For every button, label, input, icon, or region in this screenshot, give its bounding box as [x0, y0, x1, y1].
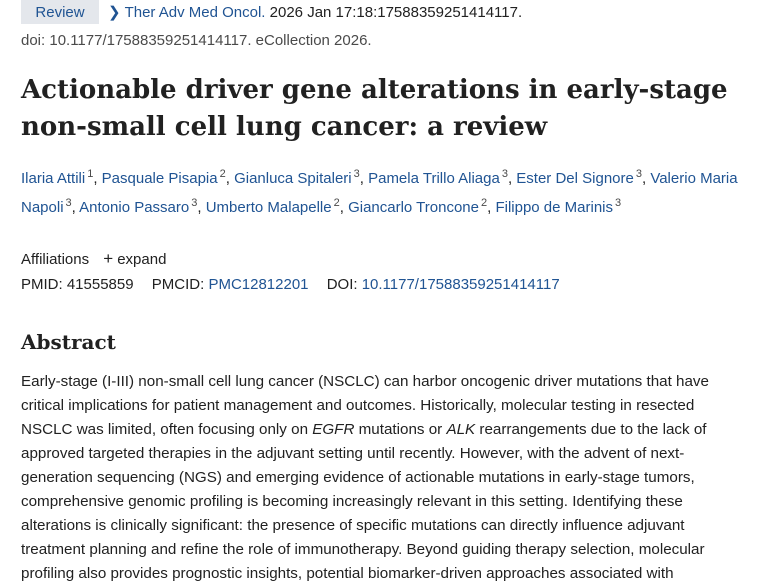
affiliation-number[interactable]: 2: [333, 197, 340, 209]
affiliation-number[interactable]: 2: [219, 168, 226, 180]
author-link[interactable]: Pasquale Pisapia: [101, 170, 218, 187]
doi-line: doi: 10.1177/17588359251414117. eCollect…: [21, 32, 372, 49]
doi-label: DOI:: [326, 276, 358, 293]
article-title: Actionable driver gene alterations in ea…: [21, 75, 728, 142]
author-separator: ,: [507, 170, 517, 187]
chevron-right-icon: ❯: [108, 4, 121, 21]
pmcid-label: PMCID:: [151, 276, 205, 293]
affiliation-number[interactable]: 1: [87, 168, 94, 180]
author-separator: ,: [225, 170, 235, 187]
author-link[interactable]: Giancarlo Troncone: [348, 199, 479, 216]
affiliation-number[interactable]: 3: [635, 168, 642, 180]
author-link[interactable]: Antonio Passaro: [79, 199, 190, 216]
journal-link[interactable]: Ther Adv Med Oncol.: [124, 4, 266, 21]
gene-alk: ALK: [446, 421, 476, 438]
affiliation-number[interactable]: 3: [615, 197, 622, 209]
affiliation-number[interactable]: 3: [191, 197, 198, 209]
expand-label: expand: [117, 251, 167, 268]
expand-affiliations-button[interactable]: + expand: [103, 249, 167, 268]
author-link[interactable]: Ilaria Attili: [21, 170, 86, 187]
affiliation-number[interactable]: 3: [501, 168, 508, 180]
affiliations-row: Affiliations + expand: [21, 249, 166, 269]
doi-link[interactable]: 10.1177/17588359251414117: [361, 276, 560, 293]
author-separator: ,: [359, 170, 369, 187]
author-separator: ,: [339, 199, 349, 216]
abstract-heading: Abstract: [21, 330, 116, 354]
identifiers-row: PMID: 41555859 PMCID: PMC12812201 DOI: 1…: [21, 276, 560, 293]
abstract-text: Early-stage (I-III) non-small cell lung …: [21, 373, 709, 582]
plus-icon: +: [103, 249, 114, 268]
author-separator: ,: [71, 199, 80, 216]
author-separator: ,: [487, 199, 496, 216]
author-list: Ilaria Attili 1, Pasquale Pisapia 2, Gianl…: [21, 162, 741, 220]
author-link[interactable]: Ester Del Signore: [516, 170, 634, 187]
author-separator: ,: [93, 170, 102, 187]
affiliations-label: Affiliations: [21, 251, 90, 268]
author-link[interactable]: Pamela Trillo Aliaga: [368, 170, 500, 187]
pmid-label: PMID:: [21, 276, 63, 293]
review-badge: Review: [21, 0, 99, 24]
gene-egfr: EGFR: [312, 421, 355, 438]
journal-citation: ❯ Ther Adv Med Oncol. 2026 Jan 17:18:1758…: [108, 3, 522, 21]
affiliation-number[interactable]: 3: [65, 197, 72, 209]
author-separator: ,: [641, 170, 651, 187]
pmcid-link[interactable]: PMC12812201: [208, 276, 309, 293]
author-separator: ,: [197, 199, 206, 216]
pmid-value: 41555859: [66, 276, 134, 293]
author-link[interactable]: Umberto Malapelle: [205, 199, 332, 216]
affiliation-number[interactable]: 2: [480, 197, 488, 209]
author-link[interactable]: Valerio Maria Napoli: [21, 170, 738, 216]
citation-text: 2026 Jan 17:18:17588359251414117.: [265, 4, 523, 21]
author-link[interactable]: Gianluca Spitaleri: [234, 170, 352, 187]
author-link[interactable]: Filippo de Marinis: [495, 199, 613, 216]
affiliation-number[interactable]: 3: [353, 168, 360, 180]
